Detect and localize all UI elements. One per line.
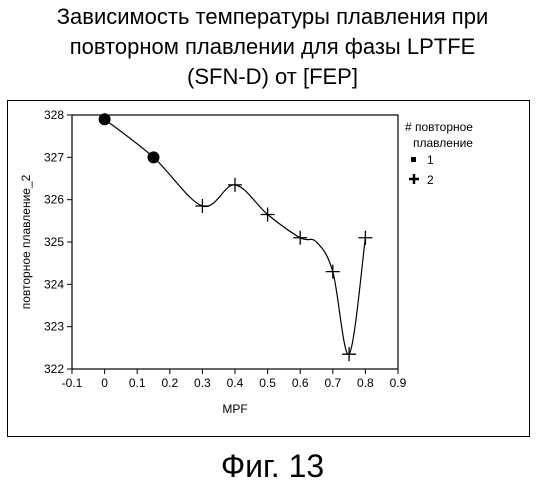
legend-marker-circle <box>411 157 416 162</box>
x-tick-label: 0.5 <box>259 376 276 390</box>
legend: # повторное плавление 1 2 <box>405 120 473 187</box>
x-axis-label: MPF <box>222 402 247 416</box>
fit-curve <box>105 119 366 354</box>
x-tick-label: -0.1 <box>62 376 83 390</box>
legend-title-line-2: плавление <box>413 136 473 150</box>
y-axis-label: повторное плавление_2 <box>19 174 33 309</box>
data-point-series-2 <box>228 178 242 192</box>
x-tick-label: 0.3 <box>194 376 211 390</box>
data-point-series-2 <box>293 231 307 245</box>
x-tick-label: 0.7 <box>324 376 341 390</box>
data-point-series-1 <box>148 151 160 163</box>
y-tick-label: 323 <box>44 320 64 334</box>
x-tick-label: 0 <box>101 376 108 390</box>
x-tick-label: 0.1 <box>129 376 146 390</box>
x-tick-label: 0.4 <box>227 376 244 390</box>
y-tick-label: 326 <box>44 193 64 207</box>
y-tick-label: 327 <box>44 150 64 164</box>
y-tick-label: 328 <box>44 108 64 122</box>
x-tick-label: 0.8 <box>357 376 374 390</box>
y-axis: 322 323 324 325 326 327 328 <box>44 108 72 376</box>
legend-entry-1: 1 <box>427 153 434 167</box>
legend-title-line-1: # повторное <box>405 120 473 134</box>
x-tick-label: 0.2 <box>161 376 178 390</box>
figure-caption: Фиг. 13 <box>0 448 545 485</box>
plot-area <box>72 115 398 369</box>
y-tick-label: 324 <box>44 277 64 291</box>
legend-marker-plus <box>409 174 419 184</box>
data-points <box>99 113 373 361</box>
legend-entry-2: 2 <box>427 173 434 187</box>
data-point-series-1 <box>99 113 111 125</box>
x-tick-label: 0.9 <box>390 376 407 390</box>
y-tick-label: 322 <box>44 362 64 376</box>
data-point-series-2 <box>326 265 340 279</box>
data-point-series-2 <box>358 231 372 245</box>
x-axis: -0.1 0 0.1 0.2 0.3 0.4 0.5 0.6 0.7 0.8 0.9 <box>62 369 407 390</box>
y-tick-label: 325 <box>44 235 64 249</box>
data-point-series-2 <box>195 199 209 213</box>
x-tick-label: 0.6 <box>292 376 309 390</box>
data-point-series-2 <box>342 347 356 361</box>
